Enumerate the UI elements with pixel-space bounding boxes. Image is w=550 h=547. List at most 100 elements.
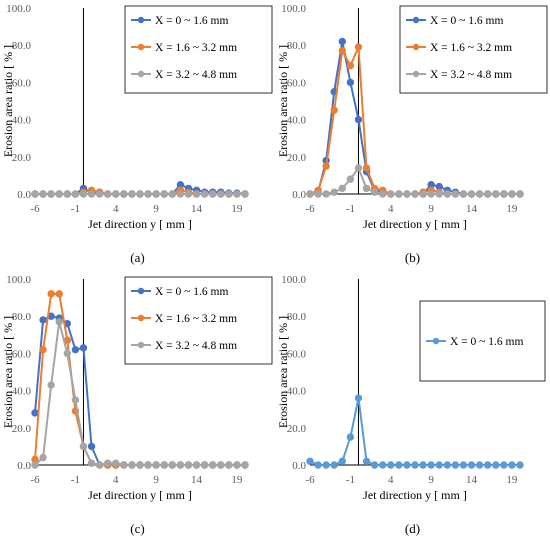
data-point xyxy=(168,190,177,198)
data-point xyxy=(208,190,217,198)
y-tick-label: 20.0 xyxy=(12,423,32,435)
legend: X = 0 ~ 1.6 mm xyxy=(419,300,546,382)
data-point xyxy=(354,164,363,172)
x-axis-title: Jet direction y [ mm ] xyxy=(363,217,467,231)
data-point xyxy=(395,190,403,198)
legend-swatch-marker xyxy=(137,314,145,322)
data-point xyxy=(31,409,39,417)
panel-caption: (d) xyxy=(405,521,420,536)
x-tick-label: 19 xyxy=(231,203,243,215)
data-point xyxy=(346,78,355,87)
y-tick-label: 60.0 xyxy=(12,77,32,89)
y-tick-label: 0.0 xyxy=(292,460,306,472)
data-point xyxy=(508,461,516,469)
data-point xyxy=(508,190,516,198)
data-point xyxy=(330,188,338,196)
data-point xyxy=(128,190,136,198)
data-point xyxy=(500,190,508,198)
data-point xyxy=(87,442,96,451)
data-point xyxy=(47,290,55,298)
data-point xyxy=(443,190,452,198)
y-axis-title: Erosion area ratio [ % ] xyxy=(276,316,290,428)
data-point xyxy=(160,190,168,198)
data-point xyxy=(451,461,460,469)
y-tick-label: 80.0 xyxy=(12,311,32,323)
data-point xyxy=(419,461,427,469)
data-point xyxy=(387,190,395,198)
x-tick-label: 4 xyxy=(388,474,394,486)
legend: X = 0 ~ 1.6 mm X = 1.6 ~ 3.2 mm X = 3.2 ~ … xyxy=(124,276,273,365)
legend-label: X = 1.6 ~ 3.2 mm xyxy=(430,42,512,54)
data-point xyxy=(467,461,476,469)
data-point xyxy=(500,461,508,469)
x-tick-label: -6 xyxy=(305,203,315,215)
y-tick-label: 80.0 xyxy=(287,311,307,323)
data-point xyxy=(354,43,363,51)
panel-caption: (b) xyxy=(405,250,420,265)
data-point xyxy=(31,461,39,469)
x-axis-title: Jet direction y [ mm ] xyxy=(363,488,467,502)
legend-label: X = 3.2 ~ 4.8 mm xyxy=(155,340,237,352)
data-point xyxy=(378,461,387,469)
y-tick-label: 100.0 xyxy=(6,3,31,15)
data-point xyxy=(354,115,363,124)
data-point xyxy=(241,461,249,469)
y-tick-label: 80.0 xyxy=(12,40,32,52)
data-point xyxy=(233,190,241,198)
data-point xyxy=(435,190,443,198)
data-point xyxy=(136,461,144,469)
legend-swatch-marker xyxy=(137,287,145,295)
data-point xyxy=(306,190,314,198)
data-point xyxy=(112,459,120,467)
data-point xyxy=(338,47,347,55)
x-tick-label: -1 xyxy=(71,203,80,215)
legend-swatch-marker xyxy=(412,43,420,51)
data-point xyxy=(103,459,112,467)
data-point xyxy=(79,190,88,198)
data-point xyxy=(322,461,330,469)
data-point xyxy=(95,190,104,198)
data-point xyxy=(144,190,152,198)
data-point xyxy=(338,37,347,46)
data-point xyxy=(483,190,492,198)
chart-svg: 0.0 20.0 40.0 60.0 80.0 100.0 -6 -1 4 9 14 19 Jet di… xyxy=(276,3,548,265)
x-tick-label: 14 xyxy=(191,474,203,486)
legend-swatch-marker xyxy=(137,16,145,24)
data-point xyxy=(39,345,47,354)
y-tick-label: 100.0 xyxy=(6,274,31,286)
data-point xyxy=(225,461,233,469)
data-point xyxy=(112,190,120,198)
y-tick-label: 40.0 xyxy=(12,386,32,398)
data-point xyxy=(152,190,160,198)
x-tick-label: -6 xyxy=(305,474,315,486)
chart-panel-c: 0.0 20.0 40.0 60.0 80.0 100.0 -6 -1 4 9 14 19 Jet di… xyxy=(0,271,275,542)
data-point xyxy=(354,394,363,402)
x-axis-title: Jet direction y [ mm ] xyxy=(88,488,192,502)
legend-label: X = 0 ~ 1.6 mm xyxy=(155,15,228,27)
data-point xyxy=(516,461,524,469)
y-tick-label: 40.0 xyxy=(12,115,32,127)
data-point xyxy=(338,184,347,193)
x-tick-label: 9 xyxy=(428,203,434,215)
y-tick-label: 0.0 xyxy=(17,189,31,201)
legend-swatch-marker xyxy=(412,70,420,78)
data-point xyxy=(516,190,524,198)
legend-label: X = 1.6 ~ 3.2 mm xyxy=(155,42,237,54)
x-tick-label: -1 xyxy=(346,474,355,486)
y-axis-title: Erosion area ratio [ % ] xyxy=(276,45,290,157)
legend-label: X = 1.6 ~ 3.2 mm xyxy=(155,313,237,325)
data-point xyxy=(217,461,225,469)
data-point xyxy=(241,190,249,198)
data-point xyxy=(475,190,484,198)
y-tick-label: 20.0 xyxy=(12,152,32,164)
data-point xyxy=(306,457,314,465)
chart-panel-b: 0.0 20.0 40.0 60.0 80.0 100.0 -6 -1 4 9 14 19 Jet di… xyxy=(275,0,550,271)
data-point xyxy=(103,190,112,198)
data-point xyxy=(47,381,55,389)
chart-svg: 0.0 20.0 40.0 60.0 80.0 100.0 -6 -1 4 9 14 19 Jet di… xyxy=(276,274,546,536)
data-point xyxy=(128,461,136,469)
data-point xyxy=(176,461,185,469)
x-tick-label: -1 xyxy=(71,474,80,486)
data-point xyxy=(483,461,492,469)
data-point xyxy=(39,453,47,462)
